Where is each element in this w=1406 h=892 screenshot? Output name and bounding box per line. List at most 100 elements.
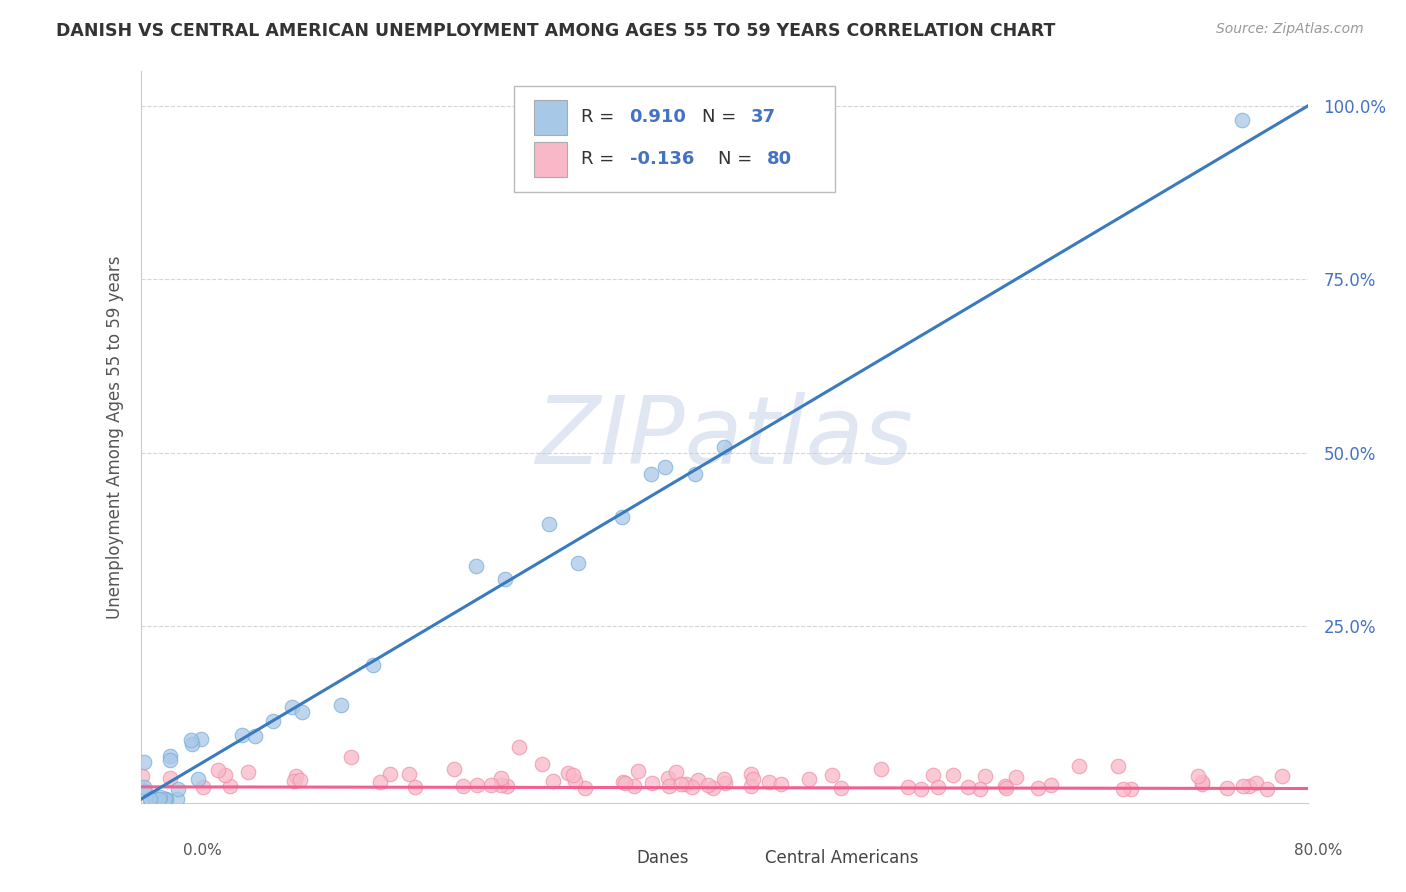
Point bbox=[363, 658, 385, 673]
Point bbox=[574, 780, 596, 795]
Point bbox=[927, 780, 949, 795]
Point bbox=[910, 781, 932, 796]
Point bbox=[1111, 782, 1133, 797]
Point bbox=[686, 773, 709, 788]
Point bbox=[1216, 781, 1239, 796]
Text: 80: 80 bbox=[768, 150, 793, 168]
Point bbox=[159, 771, 181, 785]
Point bbox=[797, 772, 820, 787]
Point bbox=[821, 768, 844, 782]
Point bbox=[1005, 770, 1028, 784]
Point bbox=[465, 778, 488, 792]
Point bbox=[740, 767, 762, 781]
Point bbox=[245, 729, 267, 743]
Point bbox=[740, 780, 762, 794]
Point bbox=[1271, 769, 1294, 783]
Point bbox=[479, 778, 502, 792]
Point bbox=[613, 776, 636, 790]
Point bbox=[610, 509, 633, 524]
Point bbox=[190, 731, 212, 746]
Point bbox=[378, 767, 401, 781]
Point bbox=[713, 440, 735, 454]
Point bbox=[285, 769, 308, 783]
FancyBboxPatch shape bbox=[534, 100, 567, 135]
Point bbox=[340, 749, 363, 764]
Y-axis label: Unemployment Among Ages 55 to 59 years: Unemployment Among Ages 55 to 59 years bbox=[105, 255, 124, 619]
Text: R =: R = bbox=[581, 150, 620, 168]
Point bbox=[180, 732, 202, 747]
Point bbox=[218, 779, 240, 793]
Point bbox=[238, 764, 260, 779]
Text: 37: 37 bbox=[751, 109, 776, 127]
Point bbox=[994, 779, 1017, 793]
Point bbox=[281, 700, 304, 714]
Point bbox=[155, 792, 177, 806]
Point bbox=[640, 467, 662, 481]
Point bbox=[148, 789, 170, 804]
FancyBboxPatch shape bbox=[534, 142, 567, 177]
FancyBboxPatch shape bbox=[602, 843, 627, 872]
Point bbox=[489, 771, 512, 785]
Point bbox=[145, 792, 167, 806]
Text: N =: N = bbox=[718, 150, 758, 168]
Point bbox=[713, 772, 735, 786]
Point bbox=[627, 764, 650, 778]
Point bbox=[654, 459, 676, 474]
FancyBboxPatch shape bbox=[730, 843, 755, 872]
Point bbox=[166, 792, 188, 806]
Point bbox=[973, 769, 995, 783]
Point bbox=[131, 769, 153, 783]
Text: 0.910: 0.910 bbox=[630, 109, 686, 127]
Point bbox=[641, 776, 664, 790]
Point bbox=[683, 467, 706, 482]
Point bbox=[1119, 781, 1142, 796]
Text: 80.0%: 80.0% bbox=[1295, 843, 1343, 858]
Text: ZIPatlas: ZIPatlas bbox=[536, 392, 912, 483]
Point bbox=[1039, 778, 1062, 792]
Point bbox=[155, 792, 177, 806]
Point bbox=[530, 757, 553, 772]
Point bbox=[283, 774, 305, 789]
Point bbox=[1191, 774, 1213, 789]
Point bbox=[329, 698, 352, 713]
Point bbox=[152, 792, 174, 806]
Point bbox=[758, 775, 780, 789]
Point bbox=[508, 739, 530, 754]
Point bbox=[658, 779, 681, 793]
Point bbox=[231, 728, 253, 742]
Point bbox=[1067, 759, 1090, 773]
Point bbox=[159, 753, 181, 767]
Point bbox=[1107, 758, 1129, 772]
Point bbox=[214, 767, 236, 781]
Point bbox=[496, 779, 519, 793]
Point bbox=[290, 772, 312, 787]
Point bbox=[191, 780, 214, 794]
Point bbox=[1239, 779, 1261, 793]
Text: 0.0%: 0.0% bbox=[183, 843, 222, 858]
Point bbox=[969, 781, 991, 796]
Point bbox=[148, 792, 170, 806]
Point bbox=[623, 780, 645, 794]
Point bbox=[1232, 779, 1254, 793]
Point bbox=[769, 777, 792, 791]
Point bbox=[567, 556, 589, 570]
Point bbox=[1244, 776, 1267, 790]
Point bbox=[665, 764, 688, 779]
Point bbox=[187, 772, 209, 786]
Point bbox=[404, 780, 426, 794]
Point bbox=[702, 780, 724, 795]
Point bbox=[494, 572, 516, 586]
Point bbox=[451, 780, 474, 794]
Point bbox=[1026, 780, 1049, 795]
Point bbox=[139, 792, 162, 806]
Point bbox=[398, 766, 420, 780]
Point bbox=[134, 783, 156, 797]
Point bbox=[561, 768, 583, 782]
Point bbox=[696, 778, 718, 792]
Text: -0.136: -0.136 bbox=[630, 150, 695, 168]
Point bbox=[443, 763, 465, 777]
Point bbox=[143, 792, 166, 806]
Point bbox=[557, 766, 579, 780]
Point bbox=[132, 780, 155, 794]
Point bbox=[612, 774, 634, 789]
